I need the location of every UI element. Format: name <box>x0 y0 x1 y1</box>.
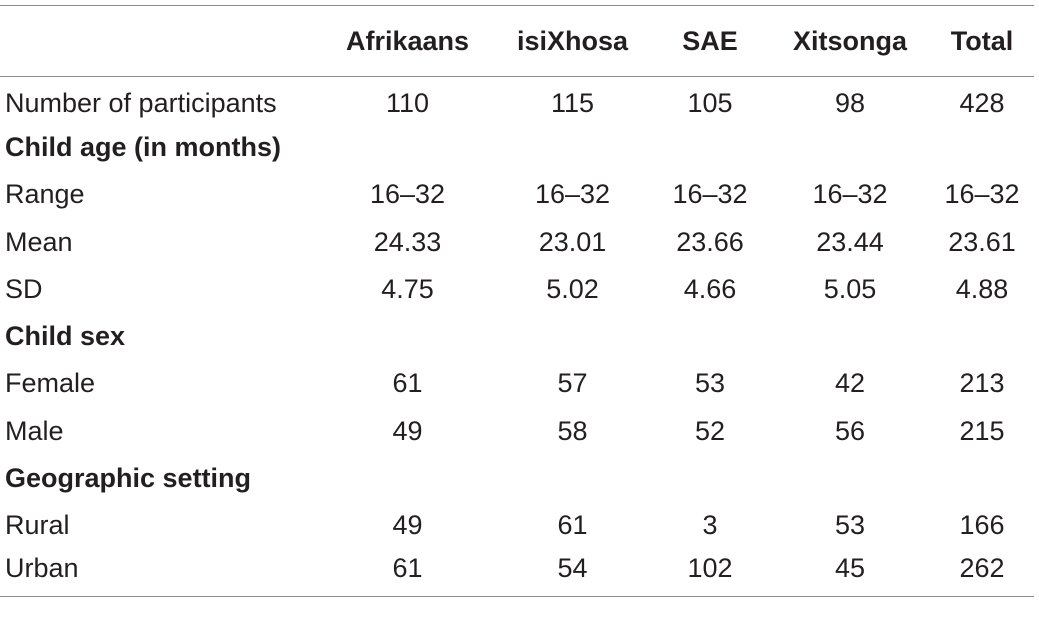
table-row: Mean 24.33 23.01 23.66 23.44 23.61 <box>0 218 1034 265</box>
table-cell <box>650 124 770 171</box>
table-cell <box>650 455 770 502</box>
table-cell <box>650 313 770 360</box>
table-cell: 53 <box>834 510 866 541</box>
table-cell: 16–32 <box>812 179 888 210</box>
table-cell: 57 <box>557 368 588 399</box>
table-cell <box>770 313 930 360</box>
header-cell-afrikaans: Afrikaans <box>320 5 495 77</box>
table-cell <box>320 455 495 502</box>
table-cell: 23.44 <box>816 226 884 257</box>
header-cell-xitsonga: Xitsonga <box>770 5 930 77</box>
table-cell: 215 <box>959 415 1005 446</box>
table-cell <box>495 313 650 360</box>
table-row: Rural 49 61 3 53 166 <box>0 502 1034 549</box>
table-cell: 42 <box>834 368 866 399</box>
table-cell: 61 <box>320 549 495 598</box>
table-cell: 166 <box>959 510 1005 541</box>
table-cell: 58 <box>557 415 588 446</box>
row-label: Mean <box>5 226 73 257</box>
row-label: SD <box>5 273 43 304</box>
table-cell: 115 <box>550 87 595 118</box>
table-cell: 5.05 <box>823 273 877 304</box>
table-cell: 53 <box>694 368 726 399</box>
table-cell: 56 <box>834 415 866 446</box>
table-row: SD 4.75 5.02 4.66 5.05 4.88 <box>0 266 1034 313</box>
table-cell: 24.33 <box>373 226 442 257</box>
row-label: Number of participants <box>5 87 277 118</box>
row-label: Rural <box>5 510 70 541</box>
table-cell: 49 <box>392 415 423 446</box>
table-cell <box>770 124 930 171</box>
table-cell: 98 <box>834 87 866 118</box>
table-cell: 54 <box>495 549 650 598</box>
table-cell: 110 <box>385 87 430 118</box>
row-label: Female <box>5 368 96 399</box>
header-cell-total: Total <box>930 5 1034 77</box>
table-cell: 16–32 <box>944 179 1020 210</box>
table-cell <box>495 124 650 171</box>
section-heading: Geographic setting <box>5 463 252 494</box>
header-cell-sae: SAE <box>650 5 770 77</box>
table-cell: 428 <box>959 87 1005 118</box>
header-cell-isixhosa: isiXhosa <box>495 5 650 77</box>
section-row: Child sex <box>0 313 1034 360</box>
table-row: Number of participants 110 115 105 98 428 <box>0 77 1034 124</box>
row-label: Range <box>5 179 85 210</box>
section-row: Child age (in months) <box>0 124 1034 171</box>
table-cell: 61 <box>557 510 588 541</box>
row-label: Male <box>5 415 64 446</box>
table-row: Male 49 58 52 56 215 <box>0 408 1034 455</box>
table-header: Afrikaans isiXhosa SAE Xitsonga Total <box>0 5 1034 77</box>
table-cell <box>320 313 495 360</box>
table-cell: 4.66 <box>683 273 737 304</box>
participants-table: Afrikaans isiXhosa SAE Xitsonga Total Nu… <box>0 5 1034 598</box>
table-cell: 5.02 <box>546 273 599 304</box>
table-cell: 4.88 <box>955 273 1009 304</box>
table-cell: 49 <box>392 510 423 541</box>
header-row: Afrikaans isiXhosa SAE Xitsonga Total <box>0 5 1034 77</box>
table-cell: 213 <box>959 368 1005 399</box>
row-label: Urban <box>0 549 320 598</box>
section-heading: Child age (in months) <box>5 131 281 162</box>
table-cell: 4.75 <box>381 273 434 304</box>
table-cell: 105 <box>687 87 733 118</box>
table-row: Female 61 57 53 42 213 <box>0 360 1034 407</box>
header-cell-label <box>0 5 320 77</box>
table-cell: 52 <box>694 415 726 446</box>
section-row: Geographic setting <box>0 455 1034 502</box>
table-cell: 102 <box>650 549 770 598</box>
table-body: Number of participants 110 115 105 98 428 Chil… <box>0 77 1034 598</box>
section-heading: Child sex <box>5 321 126 352</box>
table-cell: 23.61 <box>948 226 1016 257</box>
table-cell: 23.66 <box>676 226 744 257</box>
table-cell <box>930 313 1034 360</box>
table-cell: 16–32 <box>672 179 748 210</box>
table-cell <box>320 124 495 171</box>
table-row: Urban 61 54 102 45 262 <box>0 549 1034 598</box>
table-cell <box>930 455 1034 502</box>
table-cell: 61 <box>392 368 423 399</box>
table-cell: 16–32 <box>369 179 446 210</box>
table-cell: 16–32 <box>534 179 611 210</box>
table-cell: 45 <box>770 549 930 598</box>
table-cell <box>770 455 930 502</box>
table-row: Range 16–32 16–32 16–32 16–32 16–32 <box>0 171 1034 218</box>
table-cell: 262 <box>930 549 1034 598</box>
table-cell: 23.01 <box>538 226 607 257</box>
table-cell <box>495 455 650 502</box>
table-cell: 3 <box>702 510 718 541</box>
table-cell <box>930 124 1034 171</box>
